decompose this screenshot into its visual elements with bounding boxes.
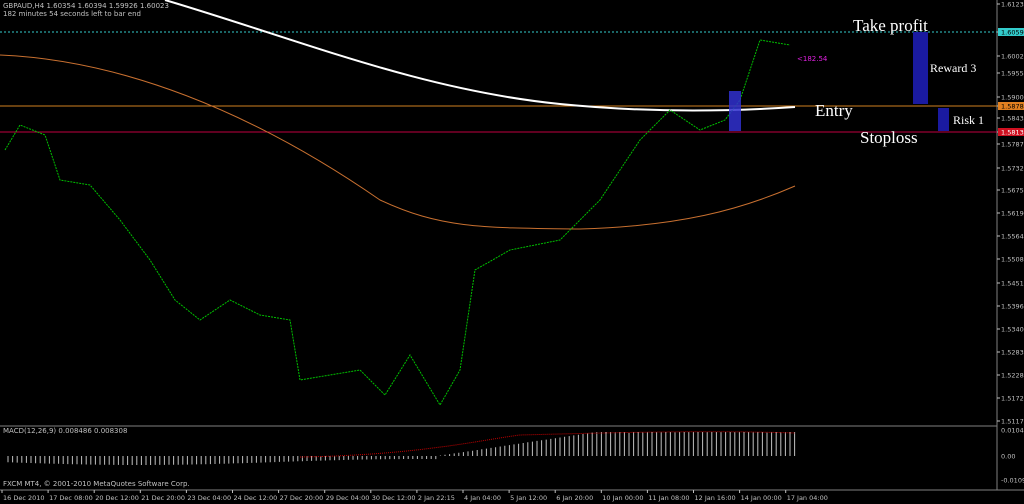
price-label: 1.60023 — [1001, 53, 1024, 61]
price-label: 1.51725 — [1001, 395, 1024, 403]
time-label: 10 Jan 00:00 — [602, 494, 643, 502]
risk-box — [938, 108, 949, 131]
price-label: 1.57320 — [1001, 165, 1024, 173]
take-profit-label: Take profit — [853, 16, 928, 35]
price-label: 1.56195 — [1001, 210, 1024, 218]
price-label: 1.58133 — [1001, 129, 1024, 137]
price-marker — [998, 102, 1024, 110]
price-label: 1.56750 — [1001, 187, 1024, 195]
price-label: 1.53960 — [1001, 303, 1024, 311]
stoploss-label: Stoploss — [860, 128, 918, 147]
price-path — [4, 39, 791, 406]
macd-label: MACD(12,26,9) 0.008486 0.008308 — [3, 427, 127, 435]
time-label: 23 Dec 04:00 — [187, 494, 231, 502]
time-label: 30 Dec 12:00 — [372, 494, 416, 502]
price-label: 1.61235 — [1001, 1, 1024, 9]
time-label: 6 Jan 20:00 — [556, 494, 593, 502]
risk-label: Risk 1 — [953, 113, 984, 127]
pips-label: <182.54 — [797, 55, 828, 63]
price-label: 1.55085 — [1001, 256, 1024, 264]
price-label: 1.59000 — [1001, 94, 1024, 102]
macd-axis-label: -0.0109 — [1001, 477, 1024, 485]
time-label: 11 Jan 08:00 — [648, 494, 689, 502]
time-label: 2 Jan 22:15 — [418, 494, 455, 502]
price-label: 1.54515 — [1001, 280, 1024, 288]
copyright: FXCM MT4, © 2001-2010 MetaQuotes Softwar… — [3, 480, 190, 488]
time-label: 29 Dec 04:00 — [326, 494, 370, 502]
macd-axis-label: 0.00 — [1001, 453, 1015, 461]
price-marker — [998, 128, 1024, 136]
time-label: 4 Jan 04:00 — [464, 494, 501, 502]
time-label: 17 Jan 04:00 — [787, 494, 828, 502]
reward-box — [913, 32, 928, 104]
reward-label: Reward 3 — [930, 61, 976, 75]
price-label: 1.52835 — [1001, 349, 1024, 357]
price-label: 1.51170 — [1001, 418, 1024, 426]
time-label: 21 Dec 20:00 — [141, 494, 185, 502]
symbol-line: GBPAUD,H4 1.60354 1.60394 1.59926 1.6002… — [3, 2, 169, 10]
time-label: 20 Dec 12:00 — [95, 494, 139, 502]
time-label: 24 Dec 12:00 — [234, 494, 278, 502]
price-label: 1.53405 — [1001, 326, 1024, 334]
price-label: 1.58787 — [1001, 103, 1024, 111]
price-label: 1.59555 — [1001, 70, 1024, 78]
time-label: 12 Jan 16:00 — [695, 494, 736, 502]
fast-ma — [0, 54, 796, 230]
time-label: 5 Jan 12:00 — [510, 494, 547, 502]
price-label: 1.52280 — [1001, 372, 1024, 380]
macd-histogram — [7, 432, 796, 465]
time-label: 14 Jan 00:00 — [741, 494, 782, 502]
price-label: 1.55640 — [1001, 233, 1024, 241]
price-label: 1.57875 — [1001, 141, 1024, 149]
price-marker — [998, 28, 1024, 36]
price-label: 1.60595 — [1001, 29, 1024, 37]
time-label: 27 Dec 20:00 — [280, 494, 324, 502]
time-label: 17 Dec 08:00 — [49, 494, 93, 502]
slow-ma — [164, 0, 796, 112]
macd-axis-label: 0.01043 — [1001, 427, 1024, 435]
price-label: 1.58430 — [1001, 115, 1024, 123]
time-label: 16 Dec 2010 — [3, 494, 45, 502]
entry-label: Entry — [815, 101, 853, 120]
timer: 182 minutes 54 seconds left to bar end — [3, 10, 141, 18]
entry-box — [729, 91, 741, 131]
